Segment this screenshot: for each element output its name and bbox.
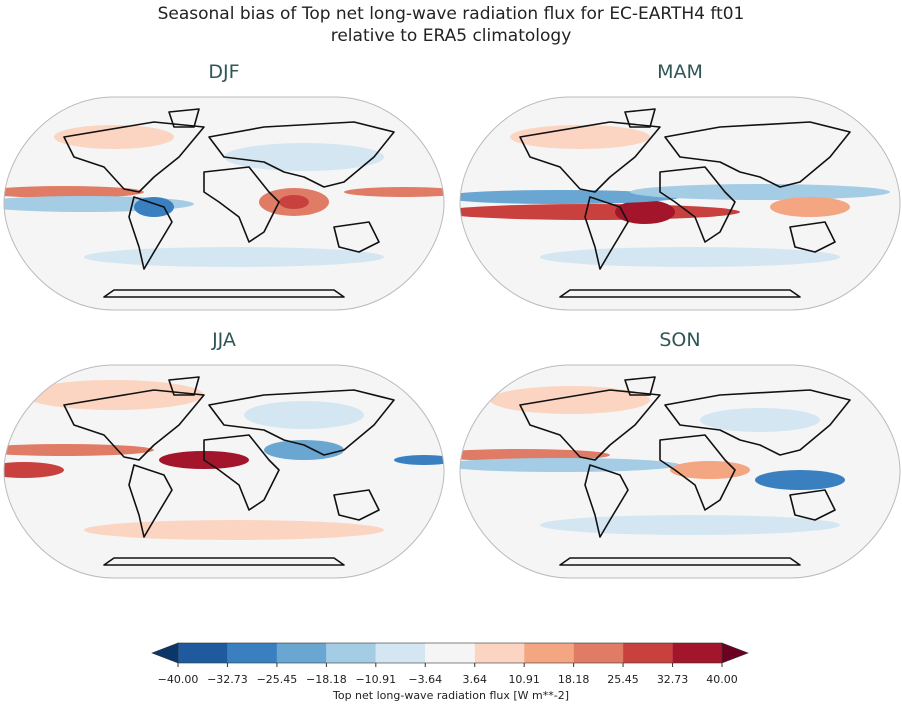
colorbar-extend <box>151 642 179 664</box>
map-panel <box>459 96 901 311</box>
colorbar-tick-label: −32.73 <box>207 673 248 686</box>
colorbar-label: Top net long-wave radiation flux [W m**-… <box>332 689 569 702</box>
colorbar-bin <box>375 643 426 663</box>
panel-title: MAM <box>657 61 703 83</box>
colorbar-bin <box>326 643 376 663</box>
panel-title: JJA <box>211 329 236 351</box>
map-panel <box>3 96 445 311</box>
colorbar-tick-label: 10.91 <box>508 673 540 686</box>
colorbar-bin <box>573 643 624 663</box>
colorbar-tick-label: 32.73 <box>657 673 689 686</box>
colorbar-bin <box>474 643 525 663</box>
colorbar-tick-label: −3.64 <box>408 673 442 686</box>
colorbar-frame <box>177 642 723 664</box>
map-panel <box>459 364 901 579</box>
colorbar-tick-label: −18.18 <box>306 673 347 686</box>
colorbar: −40.00 −32.73 −25.45 −18.18 −10.91 −3.64 3.64 1… <box>151 642 749 686</box>
colorbar-tick-label: −25.45 <box>257 673 298 686</box>
colorbar-bin <box>623 643 673 663</box>
colorbar-bin <box>276 643 327 663</box>
colorbar-tick-label: 18.18 <box>558 673 590 686</box>
colorbar-bin <box>672 643 722 663</box>
colorbar-bin <box>227 643 277 663</box>
panel-title: SON <box>659 329 700 351</box>
colorbar-bin <box>425 643 475 663</box>
colorbar-tick-label: −40.00 <box>158 673 199 686</box>
panel-title: DJF <box>208 61 239 83</box>
colorbar-bin <box>178 643 228 663</box>
colorbar-tick-label: −10.91 <box>355 673 396 686</box>
colorbar-tick-label: 25.45 <box>607 673 639 686</box>
colorbar-tick-label: 40.00 <box>706 673 738 686</box>
colorbar-tick-label: 3.64 <box>463 673 488 686</box>
map-panel <box>3 364 445 579</box>
colorbar-bin <box>524 643 574 663</box>
title-line: relative to ERA5 climatology <box>331 26 572 46</box>
colorbar-extend <box>721 642 749 664</box>
title-line: Seasonal bias of Top net long-wave radia… <box>158 4 745 24</box>
